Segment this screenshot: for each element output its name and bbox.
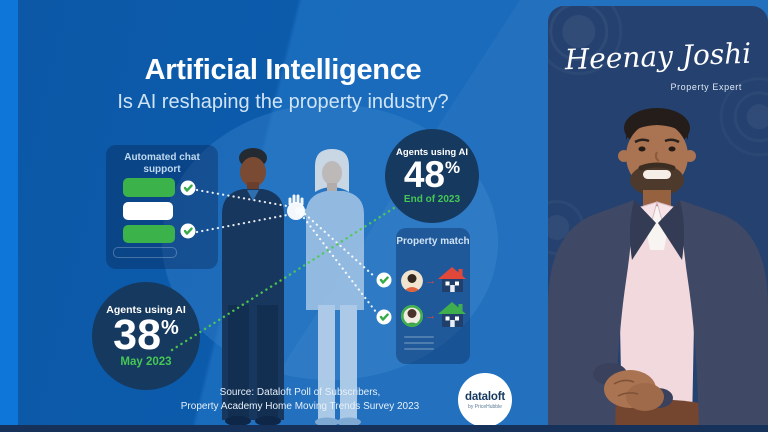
stat-value: 38 [113, 310, 162, 359]
dataloft-logo-byline: by PriceHubble [468, 403, 502, 410]
left-accent-strip [0, 0, 18, 432]
dataloft-logo: dataloft by PriceHubble [458, 373, 512, 427]
property-expert-photo [548, 108, 768, 432]
page-subtitle: Is AI reshaping the property industry? [117, 91, 449, 113]
house-red-icon [438, 267, 466, 292]
buyer-avatar-icon [401, 270, 423, 292]
source-line-1: Source: Dataloft Poll of Subscribers, [219, 387, 381, 398]
chat-input-pill [113, 247, 177, 258]
property-panel-title: Property match [396, 236, 470, 247]
chat-bubble-icon [123, 178, 175, 197]
source-note: Source: Dataloft Poll of Subscribers, Pr… [110, 386, 490, 414]
profile-panel: Heenay Joshi Property Expert [548, 6, 768, 432]
chat-support-panel: Automated chat support [106, 145, 218, 269]
chat-bubble-icon [123, 202, 173, 220]
stat-period: May 2023 [120, 356, 172, 369]
decorative-line [404, 348, 434, 350]
stat-label: Agents using AI [396, 147, 468, 159]
chat-bubble-icon [123, 225, 175, 243]
decorative-line [404, 336, 434, 338]
stat-unit: % [161, 316, 179, 339]
chat-panel-title: Automated chat support [124, 152, 200, 175]
decorative-line [404, 342, 434, 344]
stat-period: End of 2023 [403, 193, 461, 205]
buyer-avatar-icon [401, 305, 423, 327]
arrow-icon: → [425, 310, 436, 322]
stat-circle-48: Agents using AI 48 % End of 2023 [385, 129, 479, 223]
source-line-2: Property Academy Home Moving Trends Surv… [180, 401, 420, 412]
stat-unit: % [445, 158, 461, 178]
bottom-accent-strip [0, 425, 768, 432]
house-green-icon [438, 302, 466, 327]
page-title: Artificial Intelligence [144, 54, 422, 86]
portrait-man [548, 108, 768, 432]
stat-circle-38: Agents using AI 38 % May 2023 [92, 282, 200, 390]
arrow-icon: → [425, 275, 436, 287]
stat-label: Agents using AI [106, 303, 186, 316]
dataloft-logo-text: dataloft [465, 390, 505, 403]
stat-value: 48 [403, 154, 446, 196]
property-match-panel: Property match → [396, 228, 470, 364]
role-label: Property Expert [670, 82, 742, 92]
